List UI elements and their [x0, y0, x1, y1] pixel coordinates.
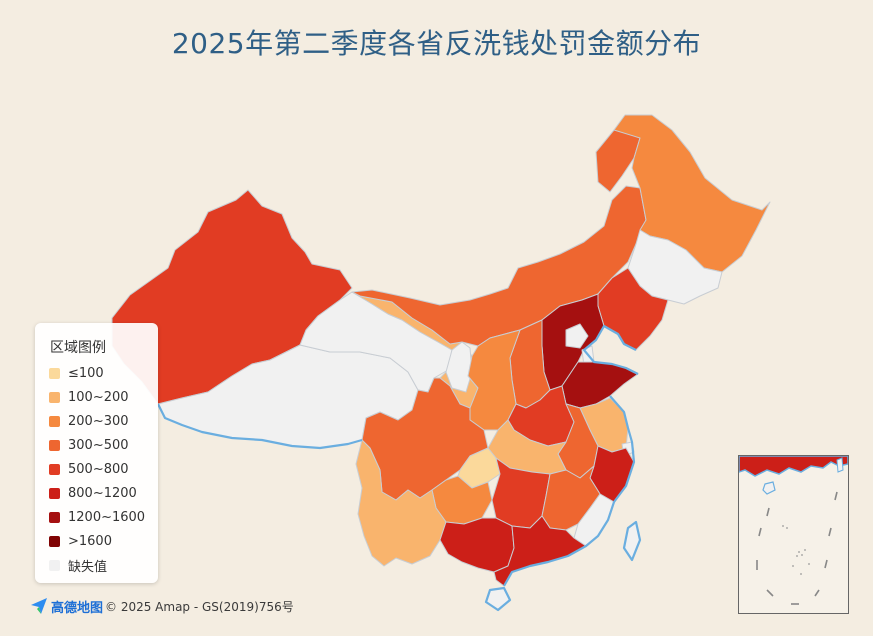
legend-swatch: [49, 535, 60, 547]
south-china-sea-inset: [738, 455, 849, 614]
copyright-text: © 2025 Amap - GS(2019)756号: [105, 599, 294, 614]
inset-hainan-island: [762, 481, 776, 495]
legend-swatch: [49, 391, 60, 403]
inset-taiwan-island: [836, 457, 844, 473]
legend-item[interactable]: 缺失值: [49, 555, 107, 575]
legend-title: 区域图例: [50, 340, 106, 356]
legend-item[interactable]: 1200~1600: [49, 507, 145, 527]
inset-map: [739, 456, 848, 605]
map-title: 2025年第二季度各省反洗钱处罚金额分布: [171, 27, 702, 60]
border-west: [157, 403, 363, 450]
province-beijing[interactable]: [565, 323, 589, 349]
province-guangxi[interactable]: [439, 517, 515, 573]
inset-mainland-coast: [739, 456, 848, 477]
coastline-north: [582, 324, 639, 375]
legend-swatch: [49, 367, 60, 379]
legend-label: ≤100: [68, 365, 104, 381]
map-attribution: 高德地图 © 2025 Amap - GS(2019)756号: [30, 596, 294, 616]
legend-swatch: [49, 439, 60, 451]
amap-logo-icon: [31, 598, 47, 614]
inset-islands: [782, 525, 810, 575]
legend-swatch: [49, 511, 60, 523]
legend-swatch: [49, 463, 60, 475]
legend-label: 缺失值: [68, 559, 108, 575]
legend-label: 200~300: [68, 413, 129, 429]
coastline-east: [503, 395, 636, 587]
coastline-hainan: [484, 586, 512, 612]
legend-item[interactable]: >1600: [49, 531, 112, 551]
legend-item[interactable]: 200~300: [49, 411, 129, 431]
legend-item[interactable]: 500~800: [49, 459, 129, 479]
legend-label: 800~1200: [68, 485, 137, 501]
legend-swatch: [49, 487, 60, 499]
legend-label: >1600: [68, 533, 112, 549]
legend-item[interactable]: 300~500: [49, 435, 129, 455]
legend-swatch: [49, 559, 60, 571]
legend-item[interactable]: ≤100: [49, 363, 104, 383]
nine-dash-line: [756, 491, 838, 605]
legend-label: 500~800: [68, 461, 129, 477]
legend-item[interactable]: 800~1200: [49, 483, 137, 503]
legend-label: 100~200: [68, 389, 129, 405]
legend-swatch: [49, 415, 60, 427]
map-legend: 区域图例 ≤100 100~200 200~300 300~500 500~80…: [35, 323, 158, 583]
legend-label: 1200~1600: [68, 509, 146, 525]
amap-logo-text: 高德地图: [51, 600, 104, 616]
legend-item[interactable]: 100~200: [49, 387, 129, 407]
coastline-taiwan: [622, 520, 642, 562]
legend-label: 300~500: [68, 437, 129, 453]
province-ningxia[interactable]: [445, 341, 473, 393]
